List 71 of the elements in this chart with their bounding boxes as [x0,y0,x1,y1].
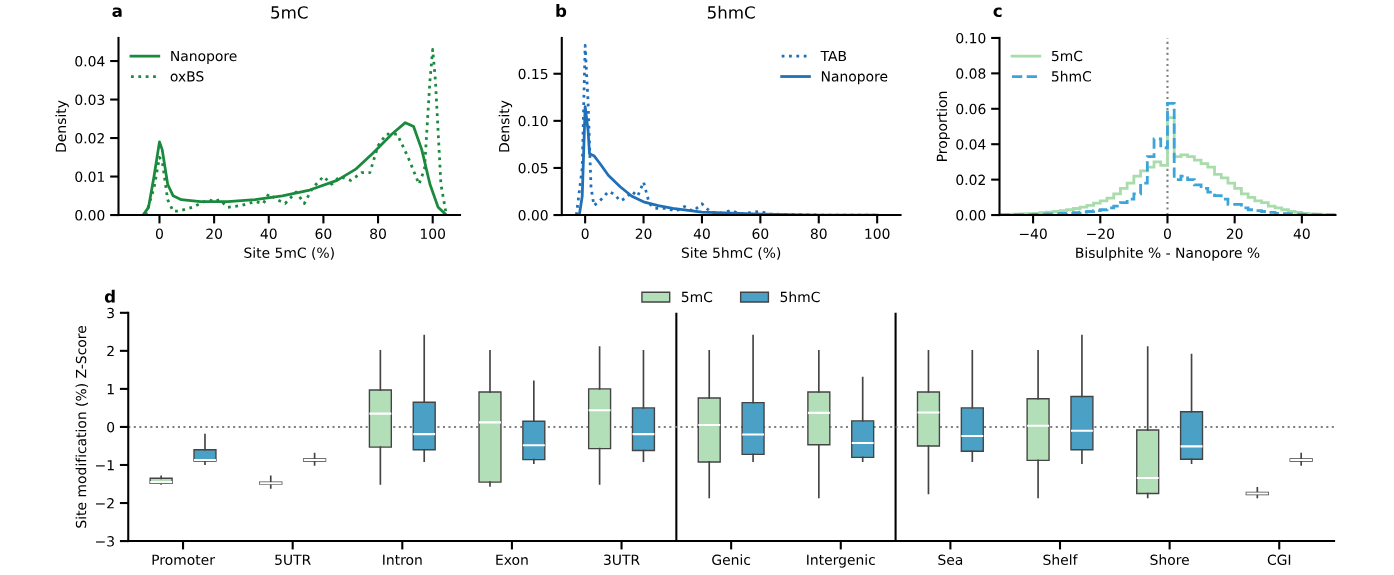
legend-label: 5hmC [780,291,820,303]
x-tick-label: CGI [1267,554,1291,566]
y-tick-label: 0.06 [956,103,986,115]
y-tick-label: 3 [107,307,114,319]
x-tick-label: 0 [155,228,163,239]
legend-label: Nanopore [171,50,237,64]
y-tick-label: 0.00 [956,210,986,221]
y-tick-label: 0.08 [956,68,986,79]
legend-label: 5mC [1051,50,1083,62]
x-tick-label: 40 [260,228,277,239]
x-tick-label: 20 [635,228,652,239]
y-tick-label: 0.02 [75,133,104,144]
x-tick-label: 80 [370,228,386,239]
legend-label: 5mC [681,291,713,303]
y-tick-label: −1 [96,460,114,471]
y-tick-label: 0 [107,421,115,433]
x-tick-label: 20 [1226,228,1243,239]
x-axis-title: Site 5hmC (%) [681,247,781,260]
y-tick-label: 0.04 [956,139,986,150]
y-tick-label: −2 [96,498,114,509]
text: d [104,289,115,303]
x-tick-label: Shore [1150,554,1189,566]
x-tick-label: 100 [420,228,446,239]
legend-label: 5hmC [1051,70,1091,82]
y-axis-title: Density [498,100,513,152]
text: c [993,7,1002,18]
y-tick-label: 0.02 [956,174,985,186]
x-tick-label: −20 [1087,228,1115,239]
y-tick-label: 0.03 [75,94,105,106]
y-axis-title: Density [55,100,69,152]
x-tick-label: Exon [496,554,528,566]
legend-label: Nanopore [821,71,888,85]
x-tick-label: 40 [693,228,710,239]
legend-label: oxBS [170,71,204,82]
x-tick-label: 60 [315,228,332,239]
x-tick-label: Genic [712,554,751,566]
x-tick-label: 40 [1293,228,1310,239]
y-tick-label: −3 [96,536,114,547]
x-tick-label: −40 [1019,228,1047,239]
y-tick-label: 0.15 [518,68,548,80]
x-axis-title: Site 5mC (%) [244,247,334,260]
x-tick-label: 20 [206,228,223,239]
x-tick-label: 5UTR [275,554,311,566]
y-axis-title: Site modification (%) Z-Score [75,326,88,528]
text: a [112,7,122,18]
x-axis-title: Bisulphite % - Nanopore % [1076,247,1260,261]
y-tick-label: 2 [107,345,114,357]
y-tick-label: 0.10 [518,115,548,127]
x-tick-label: Promoter [152,554,215,566]
chart-title: 5mC [271,6,308,19]
y-tick-label: 0.00 [75,210,105,221]
x-tick-label: Sea [938,554,963,566]
chart-title: 5hmC [707,5,755,19]
y-tick-label: 0.01 [75,171,105,183]
y-tick-label: 1 [107,384,114,395]
x-tick-label: Intron [383,554,422,566]
x-tick-label: 3UTR [604,554,640,566]
x-tick-label: 0 [581,228,589,239]
x-tick-label: 0 [1163,228,1171,239]
y-tick-label: 0.00 [518,210,548,221]
y-tick-label: 0.04 [75,56,105,67]
y-axis-title: Proportion [936,91,950,161]
x-tick-label: Intergenic [807,554,875,568]
x-tick-label: 80 [810,228,827,239]
y-tick-label: 0.05 [518,162,548,174]
x-tick-label: 60 [752,228,769,239]
legend-label: TAB [820,50,847,61]
x-tick-label: Shelf [1043,554,1078,566]
x-tick-label: 100 [865,228,890,239]
y-tick-label: 0.10 [956,32,986,44]
text: b [556,4,567,18]
